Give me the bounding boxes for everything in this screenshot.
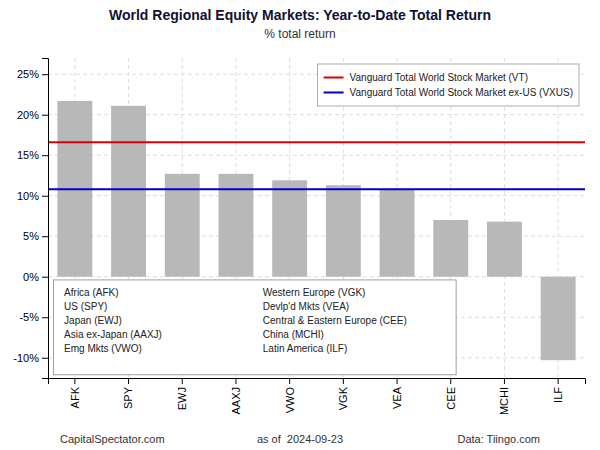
plot-area: -10% -5% 0% 5% 10% 15% 20% 25% AFK SPY EWJ AAXJ VWO V…: [13, 58, 585, 415]
x-tick: ILF: [552, 378, 564, 403]
subtitle: % total return: [264, 27, 335, 41]
y-tick-mark: [42, 115, 48, 116]
x-tick: AFK: [69, 378, 81, 408]
legend: Vanguard Total World Stock Market (VT) Va…: [318, 64, 579, 106]
footer: as of 2024-09-23: [257, 433, 343, 445]
bar: [326, 185, 361, 277]
x-axis: AFK SPY EWJ AAXJ VWO VGK VEA CEE MCHI ILF: [49, 378, 586, 415]
x-tick-label: EWJ: [176, 387, 188, 410]
title: World Regional Equity Markets: Year-to-D…: [109, 7, 491, 23]
x-tick: SPY: [122, 378, 134, 409]
x-tick-label: CEE: [445, 387, 457, 410]
reference-line: [48, 141, 585, 143]
y-tick-label: 20%: [17, 109, 39, 121]
bar: [272, 180, 307, 276]
y-tick-label: 5%: [23, 230, 39, 242]
grid: [48, 58, 585, 378]
y-tick: -5%: [19, 311, 48, 323]
y-tick: 20%: [17, 109, 48, 121]
y-tick-label: 10%: [17, 190, 39, 202]
x-tick-mark: [450, 378, 451, 384]
y-tick-mark: [42, 277, 48, 278]
ticker-key-box: [53, 280, 456, 375]
x-tick: AAXJ: [230, 378, 242, 415]
x-tick-mark: [558, 378, 559, 384]
legend-swatch: [324, 92, 344, 94]
x-tick-mark: [397, 378, 398, 384]
y-tick-label: -10%: [13, 352, 39, 364]
y-tick-mark: [42, 358, 48, 359]
x-axis-line: [49, 379, 586, 385]
x-tick-label: VEA: [391, 386, 403, 409]
legend-entry: Vanguard Total World Stock Market (VT): [324, 72, 528, 83]
bar: [380, 189, 415, 276]
chart-svg: World Regional Equity Markets: Year-to-D…: [0, 0, 600, 450]
ticker-key-text: Japan (EWJ): [64, 315, 122, 326]
y-tick: 15%: [17, 149, 48, 161]
ticker-key-text: China (MCHI): [263, 329, 324, 340]
y-tick: 0%: [23, 271, 48, 283]
y-axis: -10% -5% 0% 5% 10% 15% 20% 25%: [13, 59, 48, 379]
x-tick-label: MCHI: [498, 387, 510, 415]
y-tick: 10%: [17, 190, 48, 202]
x-tick-mark: [128, 378, 129, 384]
x-tick: MCHI: [498, 378, 510, 415]
y-tick: -10%: [13, 352, 48, 364]
ticker-key-text: Western Europe (VGK): [263, 287, 366, 298]
y-axis-line: [42, 59, 49, 379]
x-tick: VEA: [391, 378, 403, 409]
x-tick-label: ILF: [552, 387, 564, 403]
x-tick-label: VWO: [284, 387, 296, 414]
bar: [433, 220, 468, 277]
ticker-key-text: Asia ex-Japan (AAXJ): [64, 329, 162, 340]
bar: [111, 106, 146, 277]
ticker-key-text: Devlp'd Mkts (VEA): [263, 301, 349, 312]
x-tick-mark: [343, 378, 344, 384]
bar: [487, 222, 522, 277]
x-tick-mark: [504, 378, 505, 384]
legend-label: Vanguard Total World Stock Market (VT): [350, 72, 528, 83]
y-tick-label: 25%: [17, 68, 39, 80]
ticker-key-text: Central & Eastern Europe (CEE): [263, 315, 407, 326]
footer: CapitalSpectator.com: [60, 433, 165, 445]
x-tick: CEE: [445, 378, 457, 410]
x-tick-mark: [74, 378, 75, 384]
bar: [541, 277, 576, 360]
x-tick-label: VGK: [337, 386, 349, 410]
reference-line: [48, 188, 585, 190]
x-tick-label: AAXJ: [230, 387, 242, 415]
x-tick: VWO: [284, 378, 296, 413]
ticker-key: Africa (AFK) US (SPY) Japan (EWJ) Asia ex-J…: [53, 280, 456, 375]
y-tick-label: 15%: [17, 149, 39, 161]
y-tick: 5%: [23, 230, 48, 242]
legend-swatch: [324, 77, 344, 79]
x-tick-mark: [235, 378, 236, 384]
ticker-key-text: Latin America (ILF): [263, 343, 347, 354]
x-tick-mark: [289, 378, 290, 384]
y-tick-mark: [42, 236, 48, 237]
y-tick-mark: [42, 317, 48, 318]
legend-box: [318, 64, 579, 106]
y-tick-mark: [42, 155, 48, 156]
y-tick-mark: [42, 196, 48, 197]
y-tick-label: -5%: [19, 311, 39, 323]
ticker-key-text: Emg Mkts (VWO): [64, 343, 142, 354]
legend-label: Vanguard Total World Stock Market ex-US …: [350, 87, 573, 98]
x-tick-label: SPY: [122, 386, 134, 409]
x-tick: VGK: [337, 378, 349, 410]
ticker-key-text: US (SPY): [64, 301, 107, 312]
x-tick-mark: [182, 378, 183, 384]
x-tick-label: AFK: [69, 386, 81, 408]
x-tick: EWJ: [176, 378, 188, 410]
y-tick-mark: [42, 74, 48, 75]
y-tick: 25%: [17, 68, 48, 80]
ticker-key-text: Africa (AFK): [64, 287, 118, 298]
chart-container: World Regional Equity Markets: Year-to-D…: [0, 0, 600, 450]
y-tick-label: 0%: [23, 271, 39, 283]
footer: Data: Tiingo.com: [457, 433, 540, 445]
legend-entry: Vanguard Total World Stock Market ex-US …: [324, 87, 573, 98]
